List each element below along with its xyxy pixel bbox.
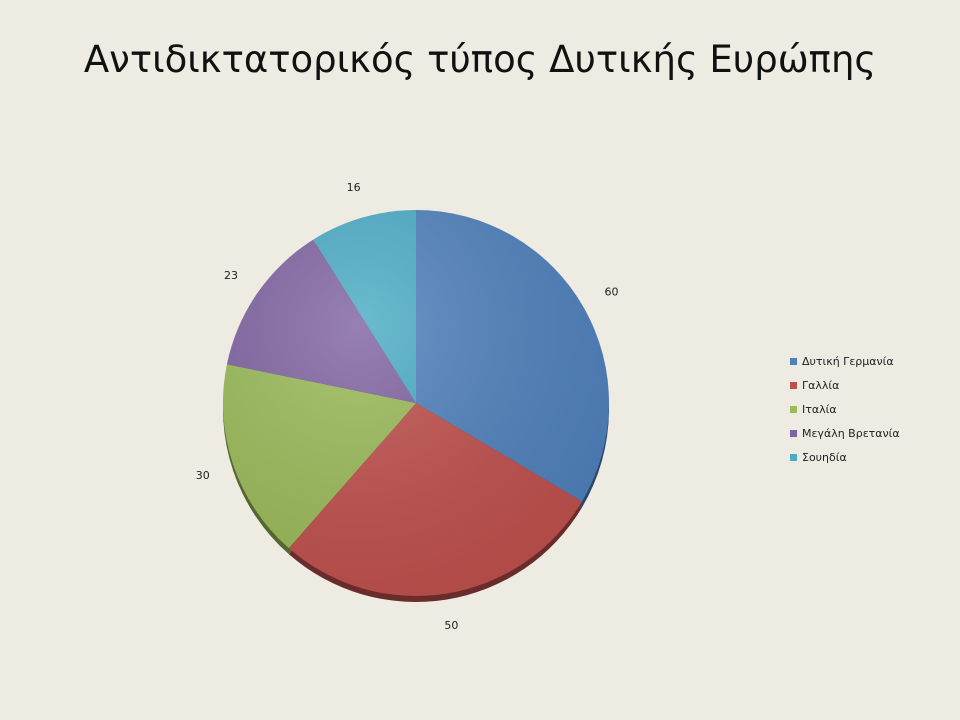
legend-item: Γαλλία — [790, 373, 900, 397]
pie-data-labels: 60 50 30 23 16 — [196, 181, 619, 632]
legend-item: Σουηδία — [790, 445, 900, 469]
legend-swatch — [790, 453, 797, 461]
legend-label: Μεγάλη Βρετανία — [802, 426, 900, 440]
pie-slices — [222, 210, 609, 596]
legend-item: Μεγάλη Βρετανία — [790, 421, 900, 445]
slide-title: Αντιδικτατορικός τύπος Δυτικής Ευρώπης — [83, 38, 877, 81]
legend-label: Γαλλία — [802, 378, 840, 392]
legend-label: Ιταλία — [802, 402, 837, 416]
slice-4-value-label: 23 — [224, 269, 238, 282]
legend-swatch — [790, 429, 797, 437]
legend-item: Ιταλία — [790, 397, 900, 421]
legend-swatch — [790, 405, 797, 413]
legend-swatch — [790, 357, 797, 365]
slice-5-value-label: 16 — [347, 181, 361, 194]
legend-swatch — [790, 381, 797, 389]
legend-item: Δυτική Γερμανία — [790, 349, 900, 373]
slice-3-value-label: 30 — [196, 469, 210, 482]
slice-1-value-label: 60 — [605, 286, 619, 299]
chart-legend: Δυτική Γερμανία Γαλλία Ιταλία Μεγάλη Βρεταν… — [790, 349, 900, 469]
slice-2-value-label: 50 — [444, 619, 458, 632]
legend-label: Δυτική Γερμανία — [802, 354, 894, 368]
legend-label: Σουηδία — [802, 450, 847, 464]
